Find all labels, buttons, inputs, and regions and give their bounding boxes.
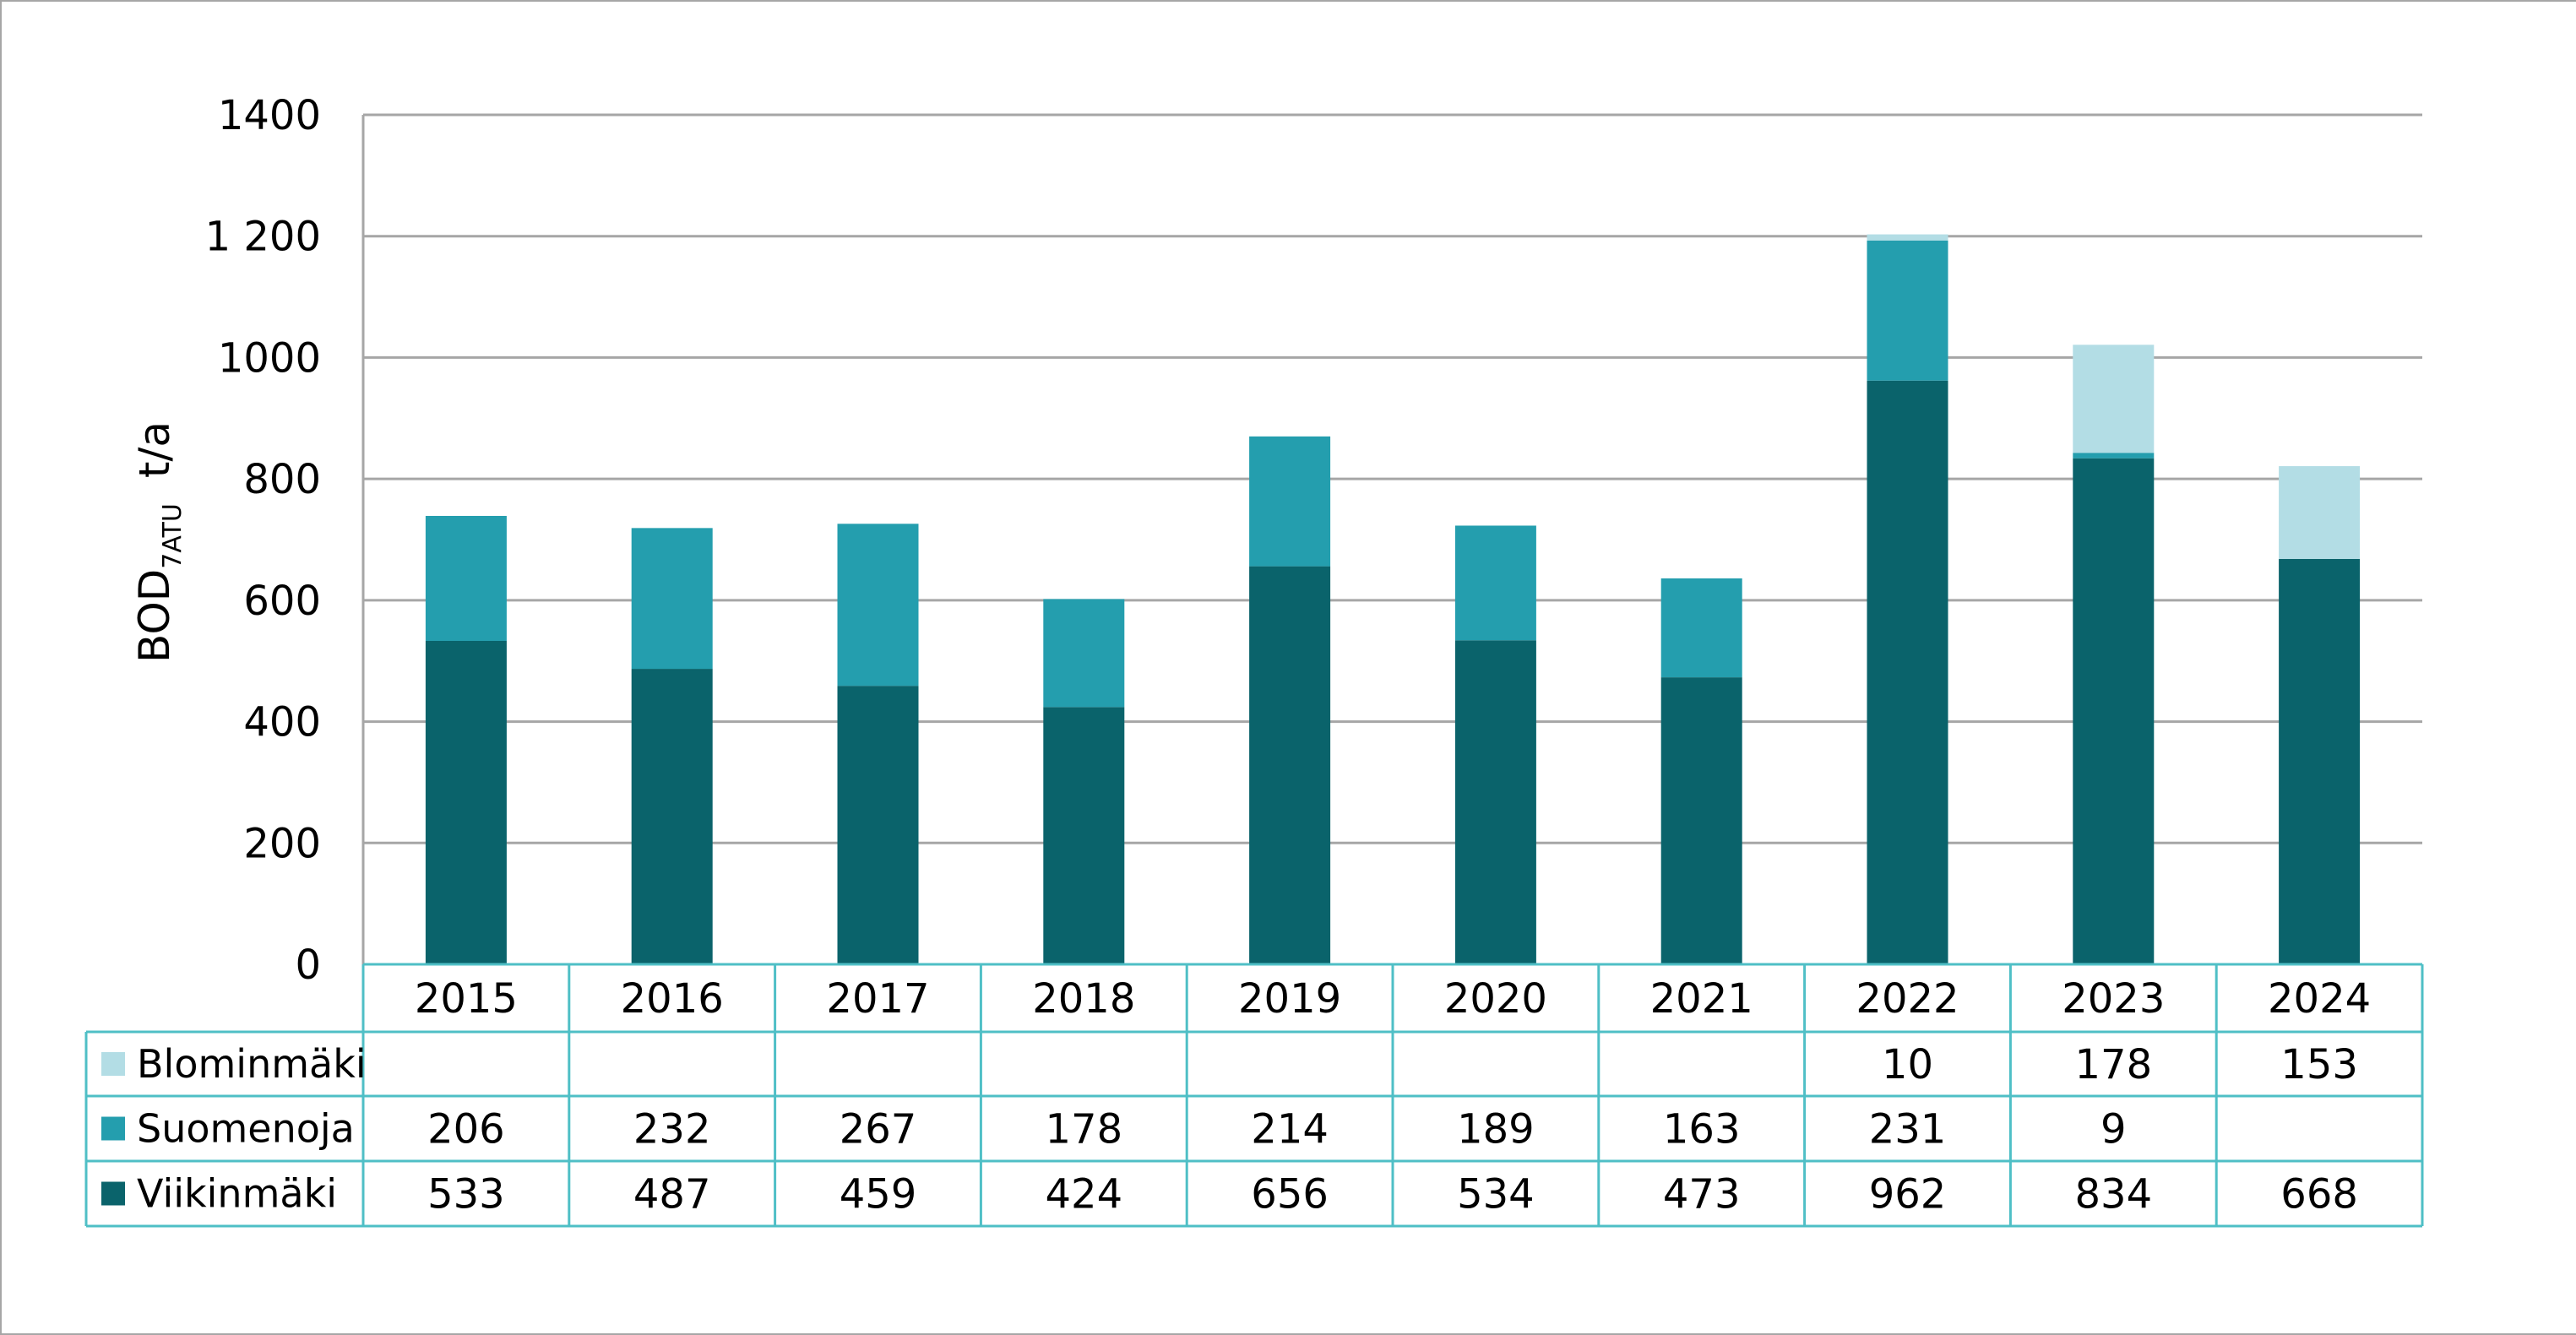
bar-suomenoja-2018 (1043, 599, 1125, 708)
x-category-label: 2021 (1650, 975, 1753, 1023)
data-label: 533 (427, 1171, 505, 1218)
y-axis-label: BOD7ATU t/a (130, 421, 187, 663)
legend-key-blominm-ki (101, 1052, 125, 1076)
data-label: 232 (633, 1106, 711, 1153)
data-label: 487 (633, 1171, 711, 1218)
x-category-label: 2016 (621, 975, 724, 1023)
bar-suomenoja-2021 (1660, 578, 1742, 678)
data-label: 459 (840, 1171, 917, 1218)
data-label: 153 (2280, 1041, 2358, 1088)
bar-viikinm-ki-2018 (1043, 707, 1125, 964)
x-category-label: 2024 (2268, 975, 2371, 1023)
y-tick-label: 200 (243, 820, 321, 867)
bar-blominm-ki-2022 (1867, 234, 1948, 241)
data-label: 534 (1457, 1171, 1535, 1218)
bar-viikinm-ki-2016 (631, 669, 713, 964)
data-label: 962 (1869, 1171, 1947, 1218)
y-tick-label: 1400 (218, 92, 321, 139)
data-label: 214 (1251, 1106, 1329, 1153)
data-label: 9 (2100, 1106, 2127, 1153)
bar-blominm-ki-2024 (2279, 466, 2361, 559)
bar-suomenoja-2016 (631, 528, 713, 670)
y-tick-label: 800 (243, 456, 321, 503)
bar-suomenoja-2015 (425, 515, 507, 642)
y-tick-label: 1000 (218, 334, 321, 382)
bar-viikinm-ki-2019 (1249, 566, 1331, 964)
data-label: 206 (427, 1106, 505, 1153)
data-label: 178 (2074, 1041, 2152, 1088)
data-label: 424 (1045, 1171, 1122, 1218)
y-tick-label: 0 (295, 942, 321, 989)
bar-viikinm-ki-2020 (1454, 640, 1536, 964)
bar-viikinm-ki-2017 (837, 686, 919, 964)
data-label: 668 (2280, 1171, 2358, 1218)
data-label: 473 (1663, 1171, 1741, 1218)
data-label: 163 (1663, 1106, 1741, 1153)
x-category-label: 2018 (1032, 975, 1135, 1023)
y-tick-label: 400 (243, 699, 321, 746)
x-category-label: 2017 (826, 975, 929, 1023)
legend-label: Suomenoja (137, 1106, 355, 1152)
data-label: 231 (1869, 1106, 1947, 1153)
bar-blominm-ki-2023 (2073, 345, 2155, 453)
legend-key-viikinm-ki (101, 1181, 125, 1206)
data-label: 178 (1045, 1106, 1122, 1153)
x-category-label: 2022 (1856, 975, 1959, 1023)
x-category-label: 2015 (415, 975, 518, 1023)
data-label: 834 (2074, 1171, 2152, 1218)
x-category-label: 2020 (1444, 975, 1547, 1023)
data-label: 189 (1457, 1106, 1535, 1153)
y-axis-label-unit: t/a (130, 421, 179, 478)
bar-suomenoja-2019 (1249, 436, 1331, 567)
y-tick-label: 600 (243, 578, 321, 625)
bar-viikinm-ki-2024 (2279, 558, 2361, 964)
legend-label: Blominmäki (137, 1041, 367, 1087)
bar-suomenoja-2022 (1867, 240, 1948, 381)
bar-suomenoja-2020 (1454, 525, 1536, 641)
bars (425, 234, 2361, 965)
bar-viikinm-ki-2023 (2073, 458, 2155, 964)
y-tick-label: 1 200 (205, 214, 321, 261)
data-table: 2015 2016 2017 2018 2019 2020 2021 2022 2023 2024… (84, 963, 2424, 1228)
bar-viikinm-ki-2021 (1660, 677, 1742, 964)
data-label: 656 (1251, 1171, 1329, 1218)
bar-suomenoja-2023 (2073, 453, 2155, 459)
x-category-label: 2023 (2062, 975, 2165, 1023)
bar-viikinm-ki-2015 (425, 641, 507, 964)
bar-suomenoja-2017 (837, 524, 919, 686)
legend-label: Viikinmäki (137, 1171, 337, 1217)
y-axis-label-main: BOD (130, 569, 179, 663)
x-category-label: 2019 (1238, 975, 1341, 1023)
data-label: 267 (840, 1106, 917, 1153)
data-label: 10 (1882, 1041, 1933, 1088)
y-axis-ticks: 0 200 400 600 800 1000 1 200 1400 (205, 92, 321, 989)
legend-key-suomenoja (101, 1116, 125, 1141)
bar-viikinm-ki-2022 (1867, 380, 1948, 965)
y-axis-label-subscript: 7ATU (158, 503, 187, 569)
